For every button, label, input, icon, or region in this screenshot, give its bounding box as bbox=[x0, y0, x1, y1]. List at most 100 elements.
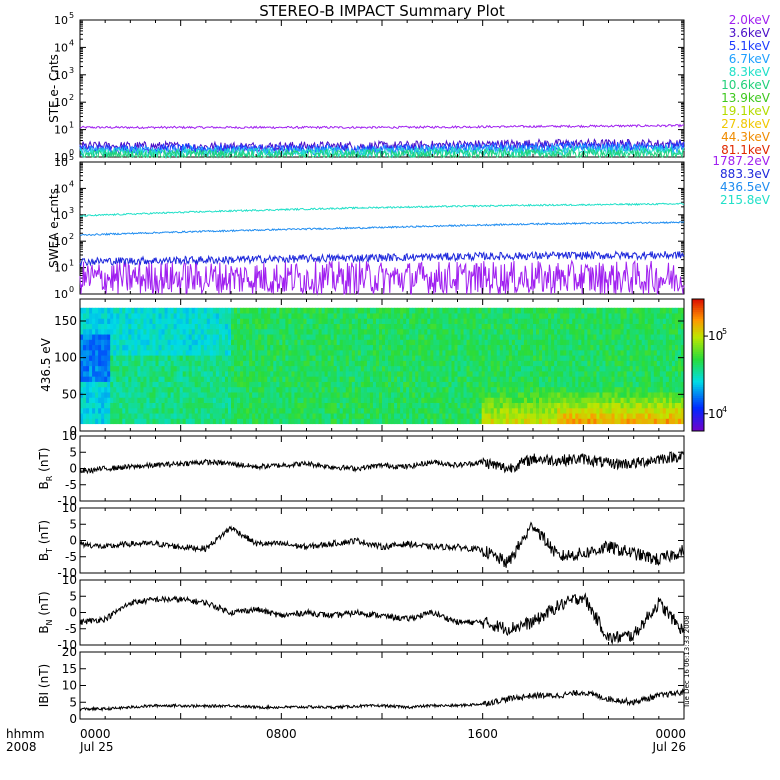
spectrogram-cell bbox=[638, 371, 643, 377]
spectrogram-cell bbox=[662, 328, 667, 335]
spectrogram-cell bbox=[590, 407, 594, 414]
spectrogram-cell bbox=[505, 381, 510, 388]
spectrogram-cell bbox=[303, 381, 307, 388]
spectrogram-cell bbox=[427, 392, 431, 398]
spectrogram-cell bbox=[270, 413, 274, 419]
spectrogram-cell bbox=[224, 318, 229, 324]
spectrogram-cell bbox=[209, 360, 214, 367]
spectrogram-cell bbox=[345, 381, 350, 388]
spectrogram-cell bbox=[366, 339, 371, 346]
spectrogram-cell bbox=[330, 360, 335, 367]
spectrogram-cell bbox=[454, 307, 458, 314]
spectrogram-cell bbox=[173, 365, 178, 372]
spectrogram-cell bbox=[146, 360, 150, 367]
spectrogram-cell bbox=[581, 371, 585, 377]
spectrogram-cell bbox=[650, 381, 655, 388]
spectrogram-cell bbox=[258, 313, 262, 319]
spectrogram-cell bbox=[439, 413, 443, 419]
spectrogram-cell bbox=[478, 307, 483, 314]
spectrogram-cell bbox=[569, 344, 573, 351]
spectrogram-cell bbox=[333, 402, 338, 409]
spectrogram-cell bbox=[167, 381, 171, 388]
spectrogram-cell bbox=[303, 365, 307, 372]
spectrogram-cell bbox=[662, 344, 667, 351]
spectrogram-cell bbox=[665, 355, 670, 361]
spectrogram-cell bbox=[517, 360, 522, 367]
spectrogram-cell bbox=[164, 413, 168, 419]
spectrogram-cell bbox=[490, 328, 495, 335]
spectrogram-cell bbox=[309, 307, 313, 314]
spectrogram-cell bbox=[116, 355, 120, 361]
spectrogram-cell bbox=[665, 365, 670, 372]
spectrogram-cell bbox=[415, 360, 419, 367]
spectrogram-cell bbox=[457, 418, 461, 425]
spectrogram-cell bbox=[288, 344, 292, 351]
spectrogram-cell bbox=[354, 371, 359, 377]
spectrogram-cell bbox=[363, 397, 368, 403]
spectrogram-cell bbox=[572, 371, 576, 377]
spectrogram-cell bbox=[520, 418, 525, 425]
spectrogram-cell bbox=[587, 407, 591, 414]
spectrogram-cell bbox=[140, 402, 144, 409]
spectrogram-cell bbox=[98, 313, 102, 319]
spectrogram-cell bbox=[445, 328, 449, 335]
spectrogram-cell bbox=[641, 371, 646, 377]
spectrogram-cell bbox=[427, 334, 431, 340]
spectrogram-cell bbox=[460, 407, 464, 414]
spectrogram-cell bbox=[397, 318, 401, 324]
spectrogram-cell bbox=[375, 386, 380, 393]
spectrogram-cell bbox=[116, 334, 120, 340]
spectrogram-cell bbox=[185, 355, 190, 361]
spectrogram-cell bbox=[635, 328, 640, 335]
spectrogram-cell bbox=[261, 397, 265, 403]
spectrogram-cell bbox=[529, 323, 534, 330]
spectrogram-cell bbox=[523, 344, 528, 351]
spectrogram-cell bbox=[647, 397, 652, 403]
spectrogram-cell bbox=[475, 328, 480, 335]
spectrogram-cell bbox=[137, 313, 141, 319]
spectrogram-cell bbox=[164, 339, 168, 346]
spectrogram-cell bbox=[375, 381, 380, 388]
spectrogram-cell bbox=[508, 307, 513, 314]
spectrogram-cell bbox=[375, 307, 380, 314]
spectrogram-cell bbox=[294, 307, 298, 314]
spectrogram-cell bbox=[409, 371, 413, 377]
spectrogram-cell bbox=[267, 376, 271, 382]
spectrogram-cell bbox=[608, 418, 612, 425]
spectrogram-cell bbox=[185, 407, 190, 414]
spectrogram-cell bbox=[575, 418, 579, 425]
spectrogram-cell bbox=[533, 307, 537, 314]
spectrogram-cell bbox=[505, 334, 510, 340]
spectrogram-cell bbox=[424, 392, 428, 398]
spectrogram-cell bbox=[188, 381, 193, 388]
spectrogram-cell bbox=[276, 307, 280, 314]
spectrogram-cell bbox=[626, 344, 631, 351]
spectrogram-cell bbox=[264, 407, 268, 414]
spectrogram-cell bbox=[662, 381, 667, 388]
spectrogram-cell bbox=[602, 392, 606, 398]
spectrogram-cell bbox=[545, 392, 549, 398]
spectrogram-cell bbox=[508, 339, 513, 346]
spectrogram-cell bbox=[671, 365, 676, 372]
spectrogram-cell bbox=[243, 339, 247, 346]
spectrogram-cell bbox=[104, 307, 108, 314]
spectrogram-cell bbox=[336, 407, 341, 414]
spectrogram-cell bbox=[638, 318, 643, 324]
spectrogram-cell bbox=[602, 307, 606, 314]
spectrogram-cell bbox=[508, 381, 513, 388]
spectrogram-cell bbox=[182, 323, 187, 330]
spectrogram-cell bbox=[104, 392, 108, 398]
spectrogram-cell bbox=[375, 407, 380, 414]
spectrogram-cell bbox=[149, 344, 153, 351]
spectrogram-cell bbox=[119, 386, 123, 393]
spectrogram-cell bbox=[388, 349, 392, 356]
spectrogram-cell bbox=[179, 355, 184, 361]
spectrogram-cell bbox=[375, 413, 380, 419]
spectrogram-cell bbox=[170, 328, 175, 335]
spectrogram-cell bbox=[110, 381, 114, 388]
spectrogram-cell bbox=[191, 413, 196, 419]
spectrogram-cell bbox=[294, 328, 298, 335]
spectrogram-cell bbox=[424, 318, 428, 324]
spectrogram-cell bbox=[436, 313, 440, 319]
spectrogram-cell bbox=[590, 397, 594, 403]
